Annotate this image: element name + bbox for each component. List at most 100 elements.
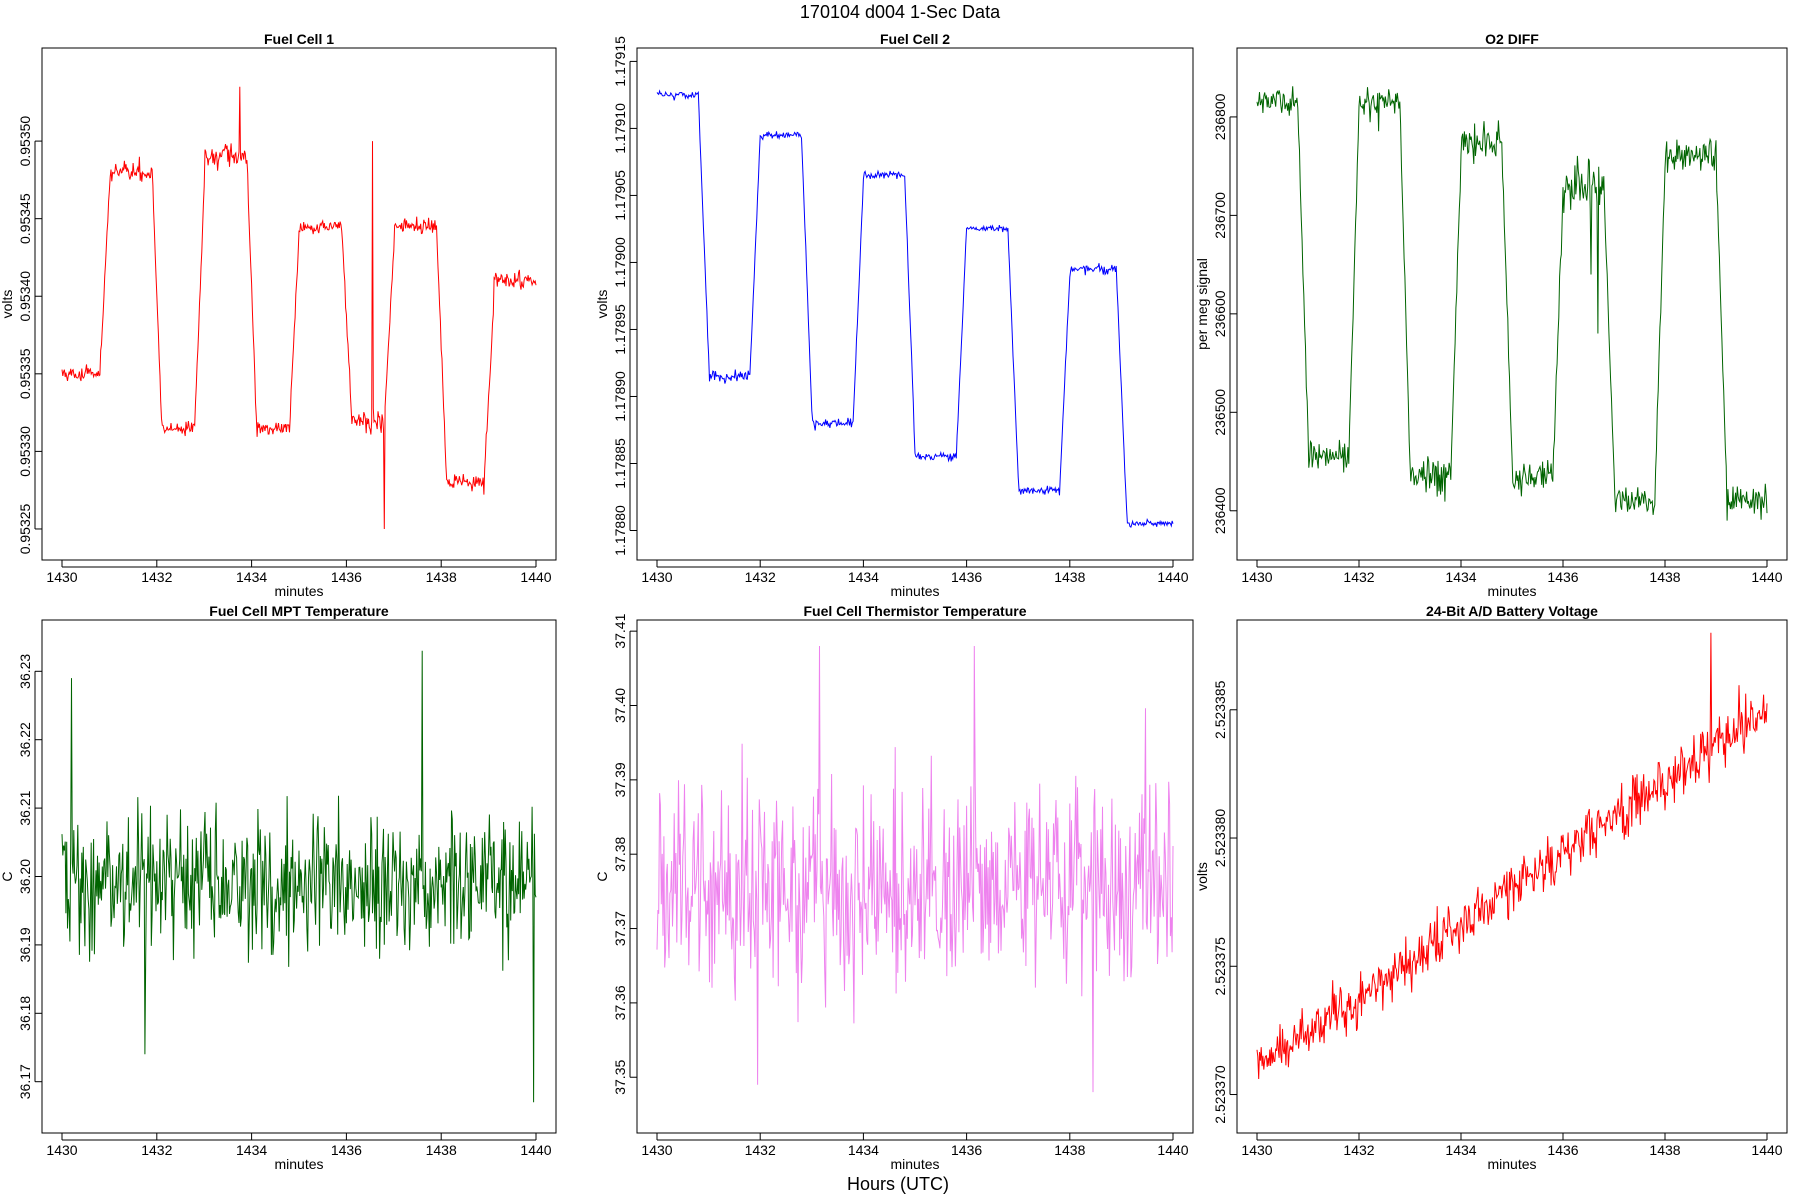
x-tick-label: 1436 [331, 569, 362, 585]
y-tick-label: 37.40 [612, 688, 628, 723]
y-axis-label: volts [594, 290, 610, 319]
panel-fuel-cell-thermistor-temperature: Fuel Cell Thermistor Temperature 1430 1432… [594, 603, 1194, 1172]
x-tick-label: 1440 [1157, 569, 1188, 585]
panel-title: 24-Bit A/D Battery Voltage [1426, 603, 1598, 619]
y-axis-label: per meg signal [1194, 258, 1210, 350]
panel-o2-diff: O2 DIFF 1430 1432 1434 1436 1438 1440 236400 236… [1194, 31, 1788, 599]
x-tick-label: 1436 [951, 569, 982, 585]
y-axis-label: C [0, 871, 15, 881]
x-tick-label: 1432 [141, 1142, 172, 1158]
series-line-fuel-cell-2 [656, 89, 1174, 528]
y-tick-label: 1.17900 [612, 237, 628, 288]
plot-frame [636, 47, 1194, 561]
x-tick-label: 1438 [426, 569, 457, 585]
y-tick-label: 0.95350 [17, 116, 33, 167]
y-tick-label: 1.17915 [612, 36, 628, 87]
x-tick-label: 1432 [141, 569, 172, 585]
series-line-fuel-cell-mpt-temperature [61, 650, 537, 1103]
panel-title: Fuel Cell 2 [880, 31, 950, 47]
y-tick-label: 0.95340 [17, 271, 33, 322]
y-tick-label: 37.41 [612, 613, 628, 648]
x-tick-label: 1440 [1751, 569, 1782, 585]
y-tick-label: 236800 [1212, 93, 1228, 140]
panel-title: Fuel Cell 1 [264, 31, 334, 47]
plot-frame [1236, 47, 1788, 561]
x-tick-label: 1436 [1547, 1142, 1578, 1158]
x-tick-label: 1438 [1054, 569, 1085, 585]
y-tick-label: 0.95330 [17, 426, 33, 477]
y-tick-label: 36.20 [17, 859, 33, 894]
figure-title: 170104 d004 1-Sec Data [800, 2, 1001, 22]
x-tick-label: 1438 [426, 1142, 457, 1158]
y-tick-label: 37.38 [612, 836, 628, 871]
x-tick-label: 1436 [331, 1142, 362, 1158]
y-tick-label: 2.523385 [1212, 680, 1228, 739]
y-axis-label: volts [0, 290, 15, 319]
figure-xlabel: Hours (UTC) [847, 1174, 949, 1194]
y-tick-label: 36.23 [17, 654, 33, 689]
x-tick-label: 1432 [745, 1142, 776, 1158]
x-tick-label: 1430 [641, 569, 672, 585]
y-tick-label: 1.17890 [612, 371, 628, 422]
panel-title: O2 DIFF [1485, 31, 1539, 47]
plot-frame [41, 47, 557, 561]
panel-24-bit-ad-battery-voltage: 24-Bit A/D Battery Voltage 1430 1432 1434 14… [1194, 603, 1788, 1172]
y-tick-label: 37.35 [612, 1060, 628, 1095]
x-tick-label: 1438 [1649, 569, 1680, 585]
x-tick-label: 1430 [641, 1142, 672, 1158]
y-tick-label: 37.36 [612, 985, 628, 1020]
x-tick-label: 1434 [1445, 1142, 1476, 1158]
panel-fuel-cell-2: Fuel Cell 2 1430 1432 1434 1436 1438 1440 1.178… [594, 31, 1194, 599]
x-tick-label: 1440 [1751, 1142, 1782, 1158]
x-tick-label: 1440 [520, 569, 551, 585]
panel-title: Fuel Cell MPT Temperature [209, 603, 389, 619]
x-axis-label: minutes [890, 583, 939, 599]
y-tick-label: 1.17905 [612, 170, 628, 221]
x-tick-label: 1436 [1547, 569, 1578, 585]
x-axis-label: minutes [1487, 583, 1536, 599]
y-tick-label: 37.37 [612, 911, 628, 946]
y-tick-label: 1.17880 [612, 505, 628, 556]
x-tick-label: 1430 [46, 1142, 77, 1158]
y-tick-label: 36.21 [17, 790, 33, 825]
x-axis-label: minutes [1487, 1156, 1536, 1172]
y-tick-label: 0.95345 [17, 193, 33, 244]
y-tick-label: 36.17 [17, 1064, 33, 1099]
y-tick-label: 236400 [1212, 487, 1228, 534]
plot-frame [1236, 619, 1788, 1134]
x-tick-label: 1434 [1445, 569, 1476, 585]
y-axis-label: volts [1194, 862, 1210, 891]
y-tick-label: 37.39 [612, 762, 628, 797]
y-tick-label: 1.17895 [612, 304, 628, 355]
y-tick-label: 236700 [1212, 192, 1228, 239]
y-tick-label: 236500 [1212, 389, 1228, 436]
x-tick-label: 1440 [1157, 1142, 1188, 1158]
x-tick-label: 1438 [1054, 1142, 1085, 1158]
x-tick-label: 1432 [745, 569, 776, 585]
x-tick-label: 1438 [1649, 1142, 1680, 1158]
plot-frame [636, 619, 1194, 1134]
series-line-o2-diff [1256, 86, 1768, 521]
x-tick-label: 1434 [236, 1142, 267, 1158]
x-tick-label: 1434 [236, 569, 267, 585]
series-line-24-bit-ad-battery-voltage [1256, 632, 1768, 1080]
x-axis-label: minutes [274, 583, 323, 599]
x-tick-label: 1430 [1241, 569, 1272, 585]
y-tick-label: 2.523380 [1212, 809, 1228, 868]
series-line-fuel-cell-thermistor-temperature [656, 645, 1174, 1093]
y-tick-label: 0.95335 [17, 348, 33, 399]
y-tick-label: 36.19 [17, 927, 33, 962]
y-tick-label: 36.22 [17, 722, 33, 757]
panel-fuel-cell-1: Fuel Cell 1 1430 1432 1434 1436 1438 1440 0.953… [0, 31, 557, 599]
y-tick-label: 0.95325 [17, 503, 33, 554]
x-tick-label: 1434 [848, 569, 879, 585]
panel-title: Fuel Cell Thermistor Temperature [803, 603, 1026, 619]
y-tick-label: 1.17885 [612, 438, 628, 489]
x-tick-label: 1440 [520, 1142, 551, 1158]
x-tick-label: 1432 [1343, 1142, 1374, 1158]
y-tick-label: 36.18 [17, 996, 33, 1031]
x-tick-label: 1432 [1343, 569, 1374, 585]
y-tick-label: 236600 [1212, 290, 1228, 337]
y-tick-label: 2.523375 [1212, 937, 1228, 996]
